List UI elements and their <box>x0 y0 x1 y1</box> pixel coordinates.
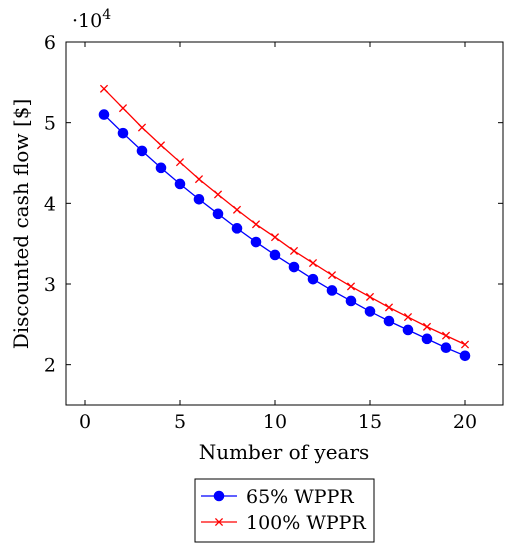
data-point-cross <box>270 233 280 242</box>
cross-stroke <box>365 292 375 301</box>
x-tick-label: 0 <box>79 411 91 433</box>
data-point-cross <box>308 258 318 268</box>
y-multiplier-label: ·104 <box>72 7 111 32</box>
y-tick-label: 4 <box>44 193 56 215</box>
data-point-circle <box>459 350 471 362</box>
data-point-cross <box>194 175 204 184</box>
data-point-cross <box>422 322 432 331</box>
y-tick-label: 3 <box>44 274 56 296</box>
cross-stroke <box>137 123 147 132</box>
y-tick-label: 5 <box>44 113 56 135</box>
cross-stroke <box>384 303 394 312</box>
data-point-circle <box>231 223 243 234</box>
legend-item: 65% WPPR <box>201 486 354 508</box>
x-tick-label: 20 <box>453 411 477 433</box>
data-point-cross <box>460 340 470 349</box>
cross-stroke <box>346 282 356 291</box>
data-point-cross <box>403 313 413 322</box>
data-point-cross <box>175 158 185 167</box>
y-axis-label: Discounted cash flow [$] <box>9 99 33 350</box>
series-group <box>98 109 471 362</box>
cross-stroke <box>118 104 128 113</box>
data-point-circle <box>345 295 357 307</box>
plot-frame <box>65 41 504 406</box>
data-point-circle <box>288 261 300 273</box>
data-point-circle <box>250 236 262 248</box>
data-point-circle <box>174 178 186 190</box>
data-point-cross <box>137 123 147 132</box>
y-axis-ticks: 2 3 4 5 6 <box>44 32 503 377</box>
x-tick-label: 5 <box>174 411 186 433</box>
data-point-cross <box>156 141 166 150</box>
data-point-cross <box>214 517 224 527</box>
data-point-circle <box>269 249 281 261</box>
cross-stroke <box>214 517 224 527</box>
data-point-cross <box>251 220 261 229</box>
cross-stroke <box>156 141 166 150</box>
data-point-cross <box>213 190 223 199</box>
data-point-circle <box>136 145 148 157</box>
x-tick-label: 10 <box>263 411 287 433</box>
data-point-circle <box>155 162 167 174</box>
y-tick-label: 6 <box>44 32 56 54</box>
cross-stroke <box>308 258 318 268</box>
legend-items: 65% WPPR 100% WPPR <box>201 486 366 534</box>
data-point-circle <box>307 273 319 285</box>
cross-stroke <box>289 246 299 255</box>
data-point-cross <box>232 205 242 214</box>
series-group <box>99 84 470 349</box>
cross-stroke <box>232 205 242 214</box>
x-tick-label: 15 <box>358 411 382 433</box>
y-multiplier-exponent: 4 <box>102 7 111 23</box>
cross-stroke <box>460 340 470 349</box>
cross-stroke <box>441 331 451 340</box>
cross-stroke <box>99 84 109 93</box>
cross-stroke <box>403 313 413 322</box>
legend-item: 100% WPPR <box>201 512 366 534</box>
y-multiplier-base: ·10 <box>72 10 102 32</box>
data-point-circle <box>98 109 110 120</box>
cross-stroke <box>327 271 337 280</box>
cross-stroke <box>194 175 204 184</box>
data-point-circle <box>117 127 129 139</box>
cross-stroke <box>175 158 185 167</box>
data-point-circle <box>421 333 433 345</box>
series-layer <box>98 84 471 362</box>
data-point-cross <box>327 271 337 280</box>
data-point-circle <box>402 324 414 336</box>
data-point-cross <box>289 246 299 255</box>
x-axis-label: Number of years <box>199 440 370 464</box>
data-point-cross <box>99 84 109 93</box>
legend-label: 65% WPPR <box>246 486 354 508</box>
legend-label: 100% WPPR <box>246 512 366 534</box>
data-point-circle <box>213 490 225 502</box>
cross-stroke <box>251 220 261 229</box>
data-point-cross <box>118 104 128 113</box>
cross-stroke <box>270 233 280 242</box>
y-tick-label: 2 <box>44 355 56 377</box>
data-point-circle <box>193 194 205 205</box>
legend: 65% WPPR 100% WPPR <box>194 478 375 543</box>
x-axis-ticks: 0 5 10 15 20 <box>79 42 477 433</box>
cross-stroke <box>422 322 432 331</box>
data-point-circle <box>440 342 452 354</box>
legend-box <box>194 478 375 543</box>
data-point-cross <box>365 292 375 301</box>
data-point-circle <box>383 315 395 327</box>
cross-stroke <box>213 190 223 199</box>
data-point-circle <box>212 208 224 220</box>
series-line <box>103 88 466 346</box>
data-point-cross <box>384 303 394 312</box>
data-point-circle <box>364 306 376 317</box>
data-point-cross <box>346 282 356 291</box>
data-point-circle <box>326 285 338 296</box>
data-point-cross <box>441 331 451 340</box>
